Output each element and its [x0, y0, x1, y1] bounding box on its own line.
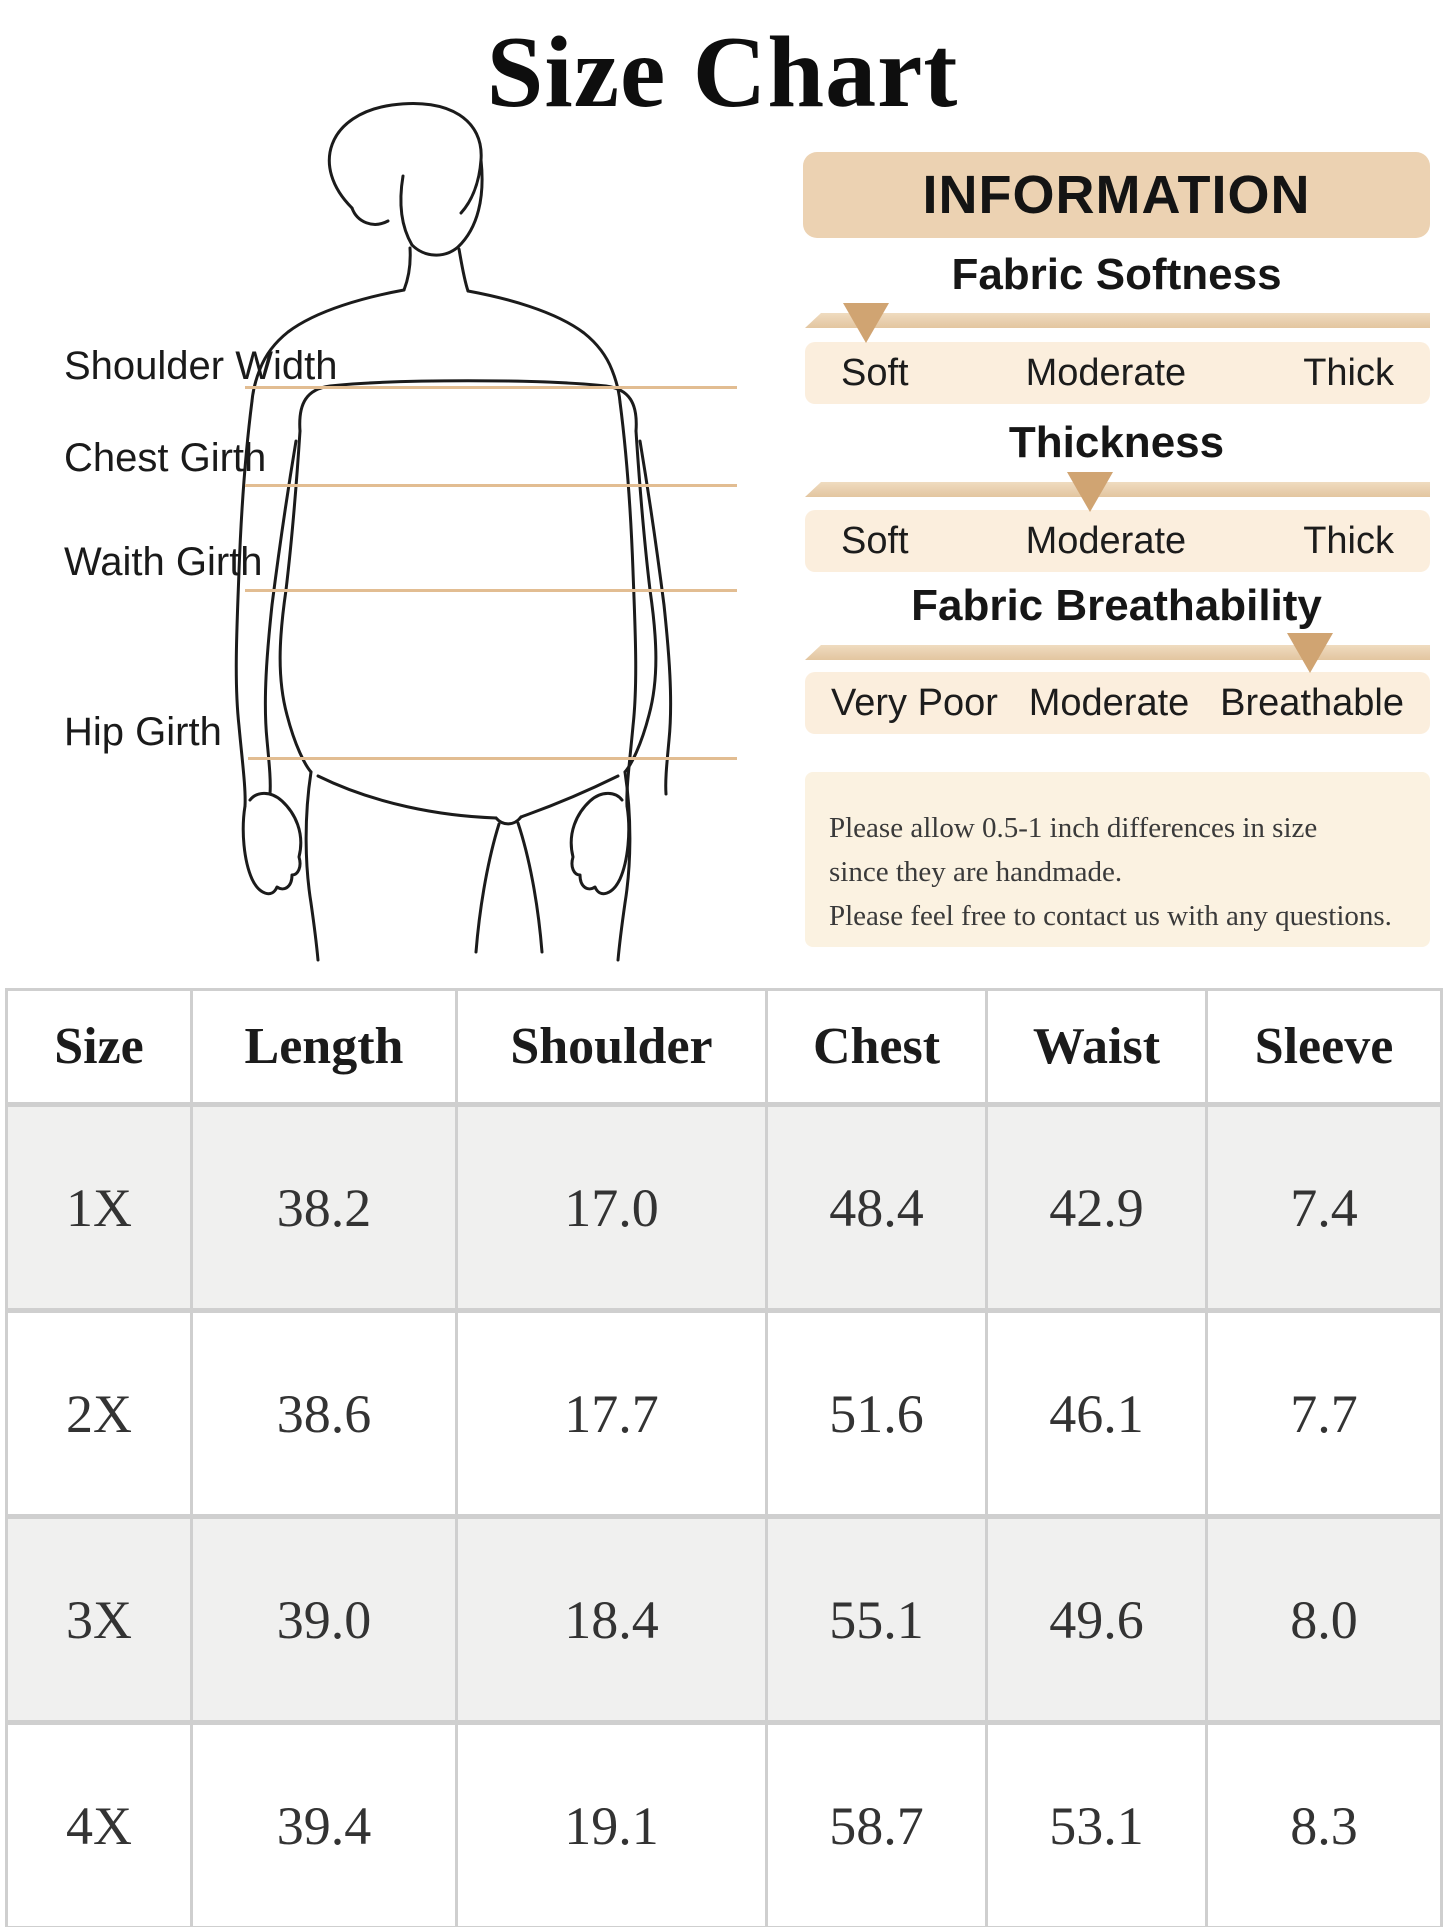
measure-label-shoulder-width: Shoulder Width [64, 344, 338, 388]
scale-label: Moderate [1025, 351, 1187, 394]
cell-size: 3X [5, 1514, 193, 1724]
size-table-header-row: Size Length Shoulder Chest Waist Sleeve [5, 988, 1443, 1106]
measure-label-hip-girth: Hip Girth [64, 710, 222, 754]
cell-sleeve: 7.4 [1205, 1102, 1443, 1312]
note-line: Please feel free to contact us with any … [829, 900, 1392, 932]
measure-line-waist [245, 589, 737, 592]
cell-waist: 46.1 [985, 1308, 1208, 1518]
column-header-chest: Chest [765, 988, 988, 1106]
table-row-4x: 4X 39.4 19.1 58.7 53.1 8.3 [5, 1720, 1443, 1927]
cell-size: 2X [5, 1308, 193, 1518]
measure-line-chest [245, 484, 737, 487]
cell-shoulder: 19.1 [455, 1720, 768, 1927]
column-header-shoulder: Shoulder [455, 988, 768, 1106]
cell-chest: 48.4 [765, 1102, 988, 1312]
size-table: Size Length Shoulder Chest Waist Sleeve … [5, 988, 1443, 1927]
column-header-size: Size [5, 988, 193, 1106]
note-line: since they are handmade. [829, 856, 1123, 888]
measure-line-shoulder [245, 386, 737, 389]
cell-length: 39.4 [190, 1720, 458, 1927]
cell-size: 1X [5, 1102, 193, 1312]
measure-label-waist-girth: Waith Girth [64, 540, 263, 584]
scale-label: Soft [841, 351, 909, 394]
cell-sleeve: 8.0 [1205, 1514, 1443, 1724]
cell-size: 4X [5, 1720, 193, 1927]
cell-shoulder: 17.7 [455, 1308, 768, 1518]
information-header: INFORMATION [803, 152, 1430, 238]
cell-sleeve: 7.7 [1205, 1308, 1443, 1518]
cell-shoulder: 17.0 [455, 1102, 768, 1312]
cell-chest: 51.6 [765, 1308, 988, 1518]
scale-box-breathability: Very Poor Moderate Breathable [805, 672, 1430, 734]
scale-label: Moderate [1025, 519, 1187, 562]
slider-marker-icon-breathability [1287, 633, 1333, 673]
column-header-length: Length [190, 988, 458, 1106]
slider-track-thickness [805, 482, 1430, 497]
cell-chest: 55.1 [765, 1514, 988, 1724]
slider-track-softness [805, 313, 1430, 328]
cell-length: 38.2 [190, 1102, 458, 1312]
slider-track-breathability [805, 645, 1430, 660]
scale-label: Moderate [1028, 681, 1190, 724]
scale-label: Soft [841, 519, 909, 562]
scale-label: Breathable [1220, 681, 1404, 724]
measure-line-hip [248, 757, 737, 760]
scale-label: Thick [1303, 351, 1394, 394]
cell-shoulder: 18.4 [455, 1514, 768, 1724]
column-header-waist: Waist [985, 988, 1208, 1106]
scale-label: Very Poor [831, 681, 998, 724]
slider-marker-icon-thickness [1067, 472, 1113, 512]
page-title: Size Chart [486, 16, 959, 129]
note-line: Please allow 0.5-1 inch differences in s… [829, 812, 1318, 844]
slider-marker-icon-softness [843, 303, 889, 343]
table-row-1x: 1X 38.2 17.0 48.4 42.9 7.4 [5, 1102, 1443, 1312]
handmade-note: Please allow 0.5-1 inch differences in s… [805, 772, 1430, 947]
table-row-3x: 3X 39.0 18.4 55.1 49.6 8.0 [5, 1514, 1443, 1724]
table-row-2x: 2X 38.6 17.7 51.6 46.1 7.7 [5, 1308, 1443, 1518]
section-heading-breathability: Fabric Breathability [911, 581, 1322, 630]
cell-sleeve: 8.3 [1205, 1720, 1443, 1927]
scale-box-thickness: Soft Moderate Thick [805, 510, 1430, 572]
measure-label-chest-girth: Chest Girth [64, 436, 267, 480]
cell-length: 38.6 [190, 1308, 458, 1518]
scale-label: Thick [1303, 519, 1394, 562]
section-heading-thickness: Thickness [1008, 418, 1225, 467]
cell-waist: 49.6 [985, 1514, 1208, 1724]
cell-chest: 58.7 [765, 1720, 988, 1927]
column-header-sleeve: Sleeve [1205, 988, 1443, 1106]
cell-waist: 53.1 [985, 1720, 1208, 1927]
cell-length: 39.0 [190, 1514, 458, 1724]
section-heading-fabric-softness: Fabric Softness [951, 250, 1282, 299]
cell-waist: 42.9 [985, 1102, 1208, 1312]
scale-box-softness: Soft Moderate Thick [805, 342, 1430, 404]
